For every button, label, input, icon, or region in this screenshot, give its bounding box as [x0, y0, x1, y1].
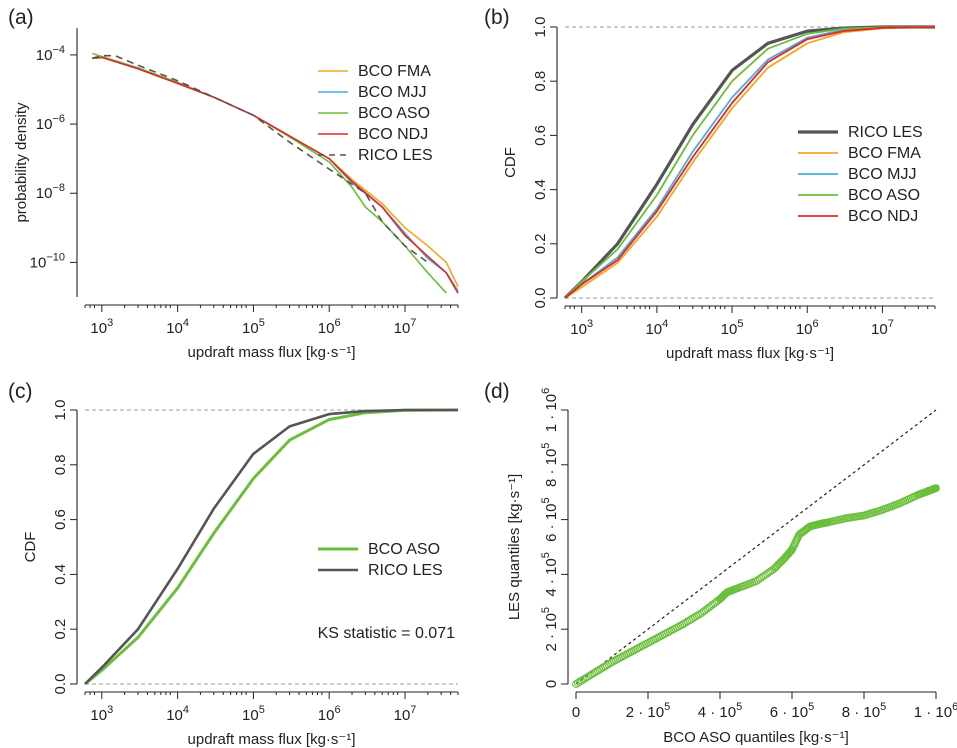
legend-label-bco-ndj: BCO NDJ	[358, 126, 428, 143]
legend-label-bco-aso: BCO ASO	[368, 541, 440, 558]
quantile-point	[932, 484, 940, 493]
x-tick-label: 105	[242, 317, 265, 337]
x-axis-label: updraft mass flux [kg·s⁻¹]	[666, 345, 834, 362]
x-tick-label: 106	[318, 704, 341, 724]
panel-c-label: (c)	[8, 380, 33, 403]
panel-a-label: (a)	[8, 6, 34, 29]
x-tick-label: 107	[871, 318, 894, 338]
y-tick-label: 10−8	[36, 182, 65, 202]
y-tick-label: 6 · 105	[540, 497, 560, 541]
panel-d: (d) 0 2 · 105 4 · 105 6 · 105 8 · 105 1 · 106…	[484, 380, 957, 746]
panel-b-label: (b)	[484, 6, 510, 29]
x-tick-label: 4 · 105	[698, 701, 742, 721]
panel-a-plot-area: 103 104 105 106 107 updraft mass flux [kg·s⁻¹…	[13, 28, 459, 361]
x-tick-label: 8 · 105	[842, 701, 886, 721]
y-tick-label: 0.4	[532, 179, 549, 200]
ks-statistic-annotation: KS statistic = 0.071	[318, 625, 456, 642]
x-tick-label: 105	[242, 704, 265, 724]
y-tick-label: 2 · 105	[540, 607, 560, 651]
legend-label-bco-fma: BCO FMA	[848, 145, 921, 162]
y-axis-label: CDF	[22, 532, 39, 563]
y-tick-label: 10−4	[36, 44, 65, 64]
series-line-rico-les	[84, 408, 458, 685]
x-tick-label: 107	[394, 704, 417, 724]
series-line-bco-ndj	[92, 56, 459, 294]
panel-b: (b) 103 104 105 106 107 updraft mass flux [kg…	[484, 6, 936, 362]
series-line-bco-aso	[564, 26, 936, 299]
y-tick-label: 4 · 105	[540, 552, 560, 596]
panel-a: (a) 103 104 105 106 107 updraft mass flux [kg…	[8, 6, 459, 361]
panel-d-plot-area: 0 2 · 105 4 · 105 6 · 105 8 · 105 1 · 106 BCO …	[506, 388, 957, 746]
legend-label-rico-les: RICO LES	[358, 147, 433, 164]
y-tick-label: 0.2	[52, 619, 69, 640]
legend-label-bco-aso: BCO ASO	[848, 187, 920, 204]
legend-label-bco-aso: BCO ASO	[358, 105, 430, 122]
series-line-bco-fma	[564, 26, 936, 299]
y-tick-label: 0.0	[532, 288, 549, 309]
one-to-one-reference-line	[575, 409, 937, 685]
y-axis-label: probability density	[13, 102, 30, 223]
x-tick-label: 106	[796, 318, 819, 338]
x-axis-label: BCO ASO quantiles [kg·s⁻¹]	[663, 729, 849, 746]
y-tick-label: 10−6	[36, 113, 65, 133]
x-tick-label: 103	[90, 317, 113, 337]
panel-b-plot-area: 103 104 105 106 107 updraft mass flux [kg·s⁻¹…	[502, 17, 936, 362]
x-axis-label: updraft mass flux [kg·s⁻¹]	[188, 344, 356, 361]
y-tick-label: 1.0	[52, 400, 69, 421]
series-line-bco-ndj	[564, 26, 936, 299]
y-axis-label: CDF	[502, 147, 519, 178]
x-tick-label: 103	[570, 318, 593, 338]
x-tick-label: 103	[90, 704, 113, 724]
x-tick-label: 105	[721, 318, 744, 338]
x-tick-label: 1 · 106	[914, 701, 957, 721]
y-tick-label: 0.6	[532, 125, 549, 146]
y-tick-label: 0.6	[52, 509, 69, 530]
y-tick-label: 1.0	[532, 17, 549, 38]
y-tick-label: 8 · 105	[540, 443, 560, 487]
y-tick-label: 1 · 106	[540, 388, 560, 432]
legend-label-bco-ndj: BCO NDJ	[848, 208, 918, 225]
x-axis-label: updraft mass flux [kg·s⁻¹]	[188, 731, 356, 748]
panel-c-plot-area: 103 104 105 106 107 updraft mass flux [kg·s⁻¹…	[22, 400, 459, 748]
y-tick-label: 0	[543, 680, 560, 688]
x-tick-label: 0	[572, 704, 580, 721]
x-tick-label: 104	[166, 704, 189, 724]
y-axis-label: LES quantiles [kg·s⁻¹]	[506, 474, 523, 620]
legend-label-rico-les: RICO LES	[368, 562, 443, 579]
x-tick-label: 2 · 105	[626, 701, 670, 721]
y-tick-label: 0.0	[52, 674, 69, 695]
series-line-rico-les	[92, 54, 429, 264]
panel-c: (c) 103 104 105 106 107 updraft mass flux [kg…	[8, 380, 459, 748]
x-tick-label: 104	[645, 318, 668, 338]
legend-label-bco-mjj: BCO MJJ	[358, 84, 426, 101]
legend-label-rico-les: RICO LES	[848, 124, 923, 141]
x-tick-label: 106	[318, 317, 341, 337]
x-tick-label: 6 · 105	[770, 701, 814, 721]
y-tick-label: 0.2	[532, 233, 549, 254]
y-tick-label: 0.4	[52, 564, 69, 585]
legend-label-bco-mjj: BCO MJJ	[848, 166, 916, 183]
y-tick-label: 0.8	[52, 454, 69, 475]
y-tick-label: 0.8	[532, 71, 549, 92]
legend-label-bco-fma: BCO FMA	[358, 63, 431, 80]
x-tick-label: 107	[394, 317, 417, 337]
panel-d-label: (d)	[484, 380, 510, 403]
y-tick-label: 10−10	[30, 251, 65, 271]
x-tick-label: 104	[166, 317, 189, 337]
